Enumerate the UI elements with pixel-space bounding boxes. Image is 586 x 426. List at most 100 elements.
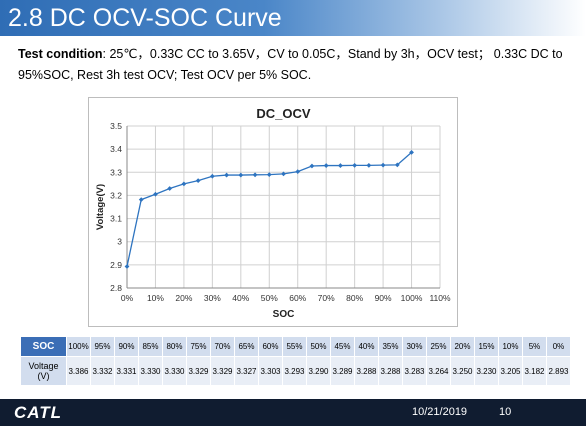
table-row-voltage: Voltage (V) 3.386 3.332 3.331 3.330 3.330 3.32… — [20, 356, 571, 386]
ocv-soc-table: SOC 100% 95% 90% 85% 80% 75% 70% 65% 60% 55% 50% 45… — [20, 336, 571, 386]
data-point — [309, 163, 315, 169]
data-point — [281, 171, 286, 177]
y-tick-label: 3.4 — [110, 144, 122, 154]
voltage-cell: 3.290 — [306, 356, 331, 386]
voltage-cell: 2.893 — [546, 356, 571, 386]
x-tick-label: 100% — [401, 293, 423, 303]
soc-cell: 50% — [306, 336, 331, 357]
soc-cell: 55% — [282, 336, 307, 357]
voltage-cell: 3.283 — [402, 356, 427, 386]
voltage-cell: 3.331 — [114, 356, 139, 386]
data-point — [138, 197, 144, 202]
soc-cell: 95% — [90, 336, 115, 357]
data-point — [352, 162, 358, 168]
voltage-cell: 3.205 — [498, 356, 523, 386]
data-point — [323, 163, 329, 168]
ocv-chart-svg: DC_OCV 2.8 2.9 3 3.1 3.2 3.3 3.4 3.5 0% 10% 20% 30% 4… — [95, 106, 451, 320]
x-tick-label: 40% — [232, 293, 249, 303]
soc-cell: 80% — [162, 336, 187, 357]
voltage-header: Voltage (V) — [20, 356, 67, 386]
data-point — [153, 191, 158, 197]
soc-cell: 60% — [258, 336, 283, 357]
data-point — [409, 149, 414, 155]
soc-header: SOC — [20, 336, 67, 357]
soc-cell: 25% — [426, 336, 451, 357]
data-point — [195, 178, 201, 184]
soc-cell: 5% — [522, 336, 547, 357]
test-condition-text: : 25℃，0.33C CC to 3.65V，CV to 0.05C，Stan… — [18, 47, 563, 82]
soc-cell: 20% — [450, 336, 475, 357]
y-tick-label: 3.2 — [110, 190, 122, 200]
data-point — [238, 172, 244, 178]
data-point — [366, 162, 372, 168]
soc-cell: 15% — [474, 336, 499, 357]
data-point — [394, 162, 400, 168]
voltage-cell: 3.264 — [426, 356, 451, 386]
test-condition-label: Test condition — [18, 47, 103, 61]
soc-cell: 10% — [498, 336, 523, 357]
chart-title: DC_OCV — [256, 106, 311, 121]
voltage-cell: 3.182 — [522, 356, 547, 386]
voltage-cell: 3.303 — [258, 356, 283, 386]
soc-cell: 30% — [402, 336, 427, 357]
voltage-cell: 3.289 — [330, 356, 355, 386]
page-number: 10 — [499, 406, 512, 418]
soc-cell: 45% — [330, 336, 355, 357]
y-tick-label: 3.1 — [110, 214, 122, 224]
voltage-cell: 3.386 — [66, 356, 91, 386]
soc-cell: 100% — [66, 336, 91, 357]
x-tick-label: 20% — [175, 293, 192, 303]
soc-cell: 40% — [354, 336, 379, 357]
data-point — [167, 186, 173, 191]
y-tick-label: 2.8 — [110, 283, 122, 293]
voltage-cell: 3.329 — [210, 356, 235, 386]
data-point — [181, 181, 187, 187]
data-point — [209, 173, 215, 179]
voltage-cell: 3.230 — [474, 356, 499, 386]
x-tick-label: 0% — [121, 293, 134, 303]
soc-cell: 35% — [378, 336, 403, 357]
voltage-cell: 3.330 — [138, 356, 163, 386]
voltage-cell: 3.288 — [354, 356, 379, 386]
x-tick-label: 60% — [289, 293, 306, 303]
footer-date: 10/21/2019 — [412, 406, 468, 418]
x-tick-label: 30% — [204, 293, 221, 303]
voltage-cell: 3.329 — [186, 356, 211, 386]
ocv-chart: DC_OCV 2.8 2.9 3 3.1 3.2 3.3 3.4 3.5 0% 10% 20% 30% 4… — [88, 97, 458, 327]
test-condition: Test condition: 25℃，0.33C CC to 3.65V，CV… — [18, 44, 573, 86]
title-bar: 2.8 DC OCV-SOC Curve — [0, 0, 586, 36]
data-point — [224, 172, 229, 178]
voltage-cell: 3.327 — [234, 356, 259, 386]
data-point — [252, 172, 258, 178]
voltage-cell: 3.330 — [162, 356, 187, 386]
x-tick-label: 90% — [375, 293, 392, 303]
soc-cell: 85% — [138, 336, 163, 357]
x-axis-label: SOC — [273, 309, 295, 320]
x-tick-label: 70% — [318, 293, 335, 303]
soc-cell: 0% — [546, 336, 571, 357]
data-point — [124, 264, 130, 269]
data-point — [338, 163, 343, 168]
catl-logo: CATL — [14, 403, 63, 422]
data-point — [380, 162, 386, 168]
voltage-cell: 3.250 — [450, 356, 475, 386]
soc-cell: 65% — [234, 336, 259, 357]
data-point — [266, 172, 272, 177]
y-axis-label: Voltage(V) — [95, 184, 106, 230]
table-row-soc: SOC 100% 95% 90% 85% 80% 75% 70% 65% 60% 55% 50% 45… — [20, 336, 571, 357]
voltage-cell: 3.332 — [90, 356, 115, 386]
voltage-cell: 3.288 — [378, 356, 403, 386]
soc-cell: 70% — [210, 336, 235, 357]
y-tick-label: 3.3 — [110, 167, 122, 177]
footer-bar: CATL 10/21/2019 10 — [0, 399, 586, 426]
data-point — [295, 169, 301, 174]
soc-cell: 75% — [186, 336, 211, 357]
x-tick-label: 80% — [346, 293, 363, 303]
soc-cell: 90% — [114, 336, 139, 357]
y-tick-label: 3 — [117, 237, 122, 247]
voltage-cell: 3.293 — [282, 356, 307, 386]
slide-title: 2.8 DC OCV-SOC Curve — [8, 4, 282, 32]
y-tick-label: 3.5 — [110, 121, 122, 131]
y-tick-label: 2.9 — [110, 260, 122, 270]
x-tick-label: 110% — [429, 293, 451, 303]
